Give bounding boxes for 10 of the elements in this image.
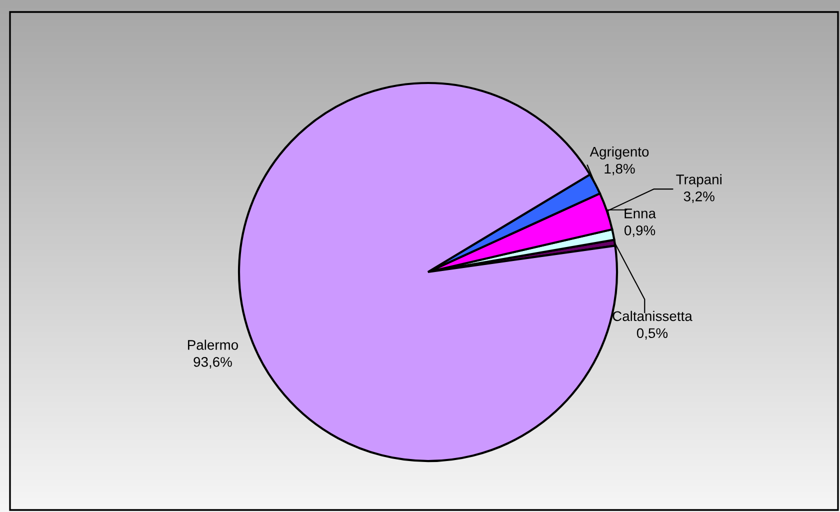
data-label: 0,9%: [624, 225, 656, 237]
data-label: 93,6%: [194, 357, 232, 368]
data-label: 0,5%: [636, 328, 668, 340]
slice-label: Palermo: [188, 340, 238, 350]
slice-label: Enna: [624, 208, 656, 218]
slice-label: Trapani: [676, 174, 722, 188]
data-label: 1,8%: [604, 164, 635, 176]
data-label: 3,2%: [684, 191, 714, 203]
slice-label: Caltanissetta: [612, 310, 692, 322]
slice-label: Agrigento: [590, 146, 649, 160]
